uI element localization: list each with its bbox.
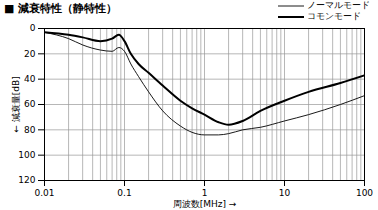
svg-text:10: 10	[279, 188, 291, 198]
svg-text:100: 100	[18, 150, 35, 160]
svg-text:60: 60	[24, 99, 36, 109]
svg-text:0.1: 0.1	[117, 188, 131, 198]
html-text:ノーマルモード: ノーマルモード	[307, 0, 370, 10]
svg-text:100: 100	[356, 188, 373, 198]
svg-text:40: 40	[24, 74, 36, 84]
html-text:■ 減衰特性（静特性）: ■ 減衰特性（静特性）	[4, 2, 118, 15]
svg-text:80: 80	[24, 125, 36, 135]
svg-text:0.01: 0.01	[34, 188, 54, 198]
svg-text:120: 120	[18, 175, 35, 185]
svg-text:← 減衰量[dB]: ← 減衰量[dB]	[11, 76, 21, 132]
svg-text:周波数[MHz] →: 周波数[MHz] →	[173, 199, 237, 209]
svg-text:1: 1	[202, 188, 208, 198]
svg-text:20: 20	[24, 49, 36, 59]
html-text:コモンモード: コモンモード	[307, 11, 361, 21]
svg-text:0: 0	[30, 24, 36, 33]
